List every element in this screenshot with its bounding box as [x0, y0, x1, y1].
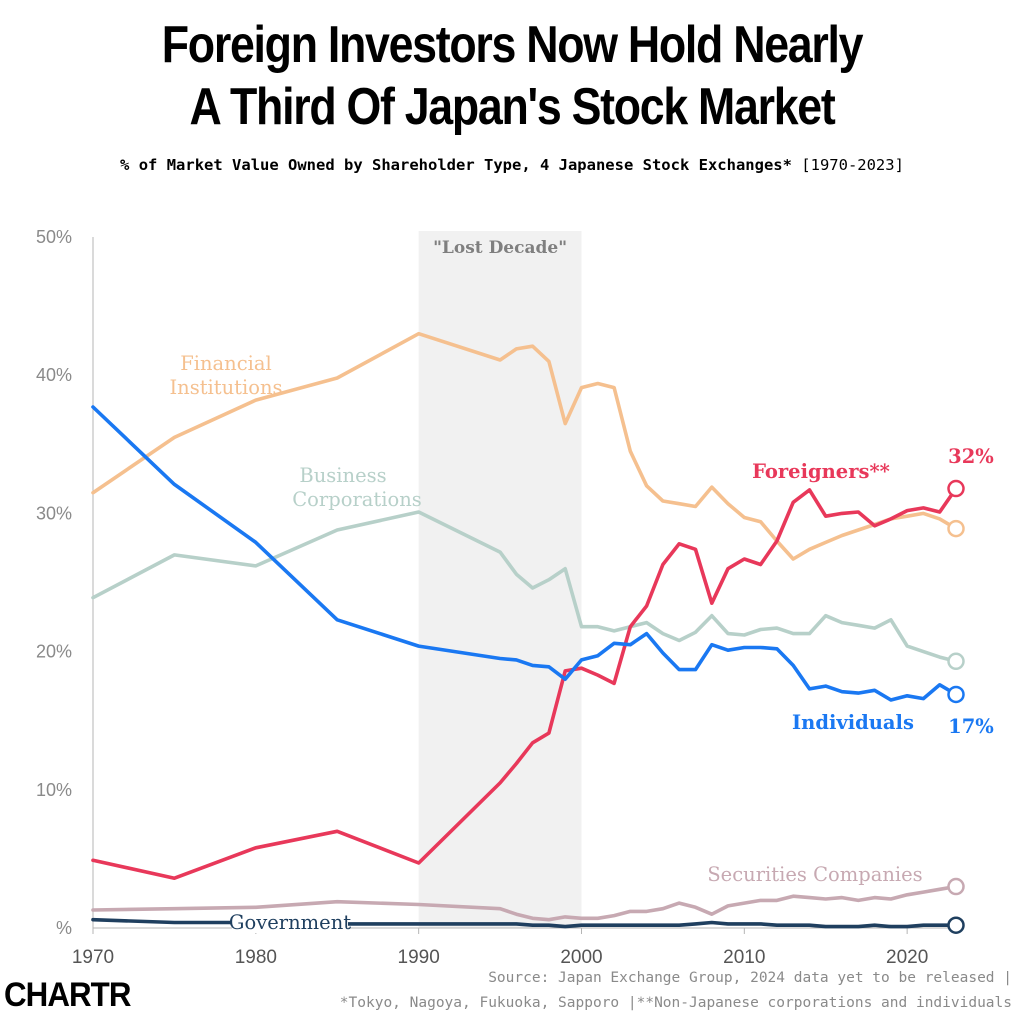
individuals-end-marker	[947, 685, 965, 704]
securities-companies-line	[91, 884, 958, 922]
y-tick-label: %	[56, 918, 72, 938]
financial-institutions-label: Institutions	[169, 376, 282, 399]
x-tick-label: 2000	[560, 947, 602, 968]
foreigners-end-marker	[947, 479, 965, 498]
x-tick-label: 2020	[886, 947, 928, 968]
y-tick-label: 20%	[36, 642, 72, 662]
business-corporations-end-marker	[947, 652, 965, 671]
financial-institutions-line	[91, 331, 958, 561]
securities-companies-end-marker	[947, 877, 965, 896]
financial-institutions-label: Financial	[180, 352, 272, 375]
x-tick-label: 1970	[72, 947, 114, 968]
y-tick-label: 30%	[36, 503, 72, 523]
foreigners-line	[91, 486, 958, 880]
subtitle-date-range: [1970-2023]	[801, 156, 904, 174]
chart-subtitle: % of Market Value Owned by Shareholder T…	[0, 156, 1024, 174]
foreigners-end-value: 32%	[948, 445, 994, 468]
source-line-1: Source: Japan Exchange Group, 2024 data …	[488, 970, 1012, 986]
business-corporations-label: Business	[299, 464, 386, 487]
x-tick-label: 1990	[398, 947, 440, 968]
business-corporations-label: Corporations	[292, 488, 422, 511]
government-label: Government	[229, 911, 351, 934]
government-end-marker	[947, 916, 965, 934]
chart-title: Foreign Investors Now Hold Nearly A Thir…	[72, 14, 953, 138]
government-line	[91, 917, 958, 929]
individuals-end-value: 17%	[948, 715, 994, 738]
title-line-1: Foreign Investors Now Hold Nearly	[161, 16, 864, 74]
business-corporations-line	[91, 510, 958, 664]
source-line-2: *Tokyo, Nagoya, Fukuoka, Sapporo |**Non-…	[339, 995, 1012, 1011]
chartr-logo: CHARTR	[4, 976, 131, 1014]
lost-decade-label: "Lost Decade"	[433, 238, 567, 258]
x-tick-label: 2010	[723, 947, 765, 968]
y-tick-label: 40%	[36, 365, 72, 385]
y-tick-label: 50%	[36, 227, 72, 247]
individuals-line	[91, 405, 958, 702]
y-tick-label: 10%	[36, 780, 72, 800]
source-note: Source: Japan Exchange Group, 2024 data …	[340, 966, 1012, 1016]
foreigners-label: Foreigners**	[752, 460, 890, 483]
individuals-label: Individuals	[792, 711, 914, 734]
financial-institutions-end-marker	[947, 519, 965, 538]
securities-companies-label: Securities Companies	[707, 863, 922, 886]
government-label-bg	[232, 911, 348, 933]
subtitle-text: % of Market Value Owned by Shareholder T…	[120, 156, 792, 174]
x-tick-label: 1980	[235, 947, 277, 968]
title-line-2: A Third Of Japan's Stock Market	[189, 78, 836, 136]
lost-decade-band	[418, 231, 582, 928]
